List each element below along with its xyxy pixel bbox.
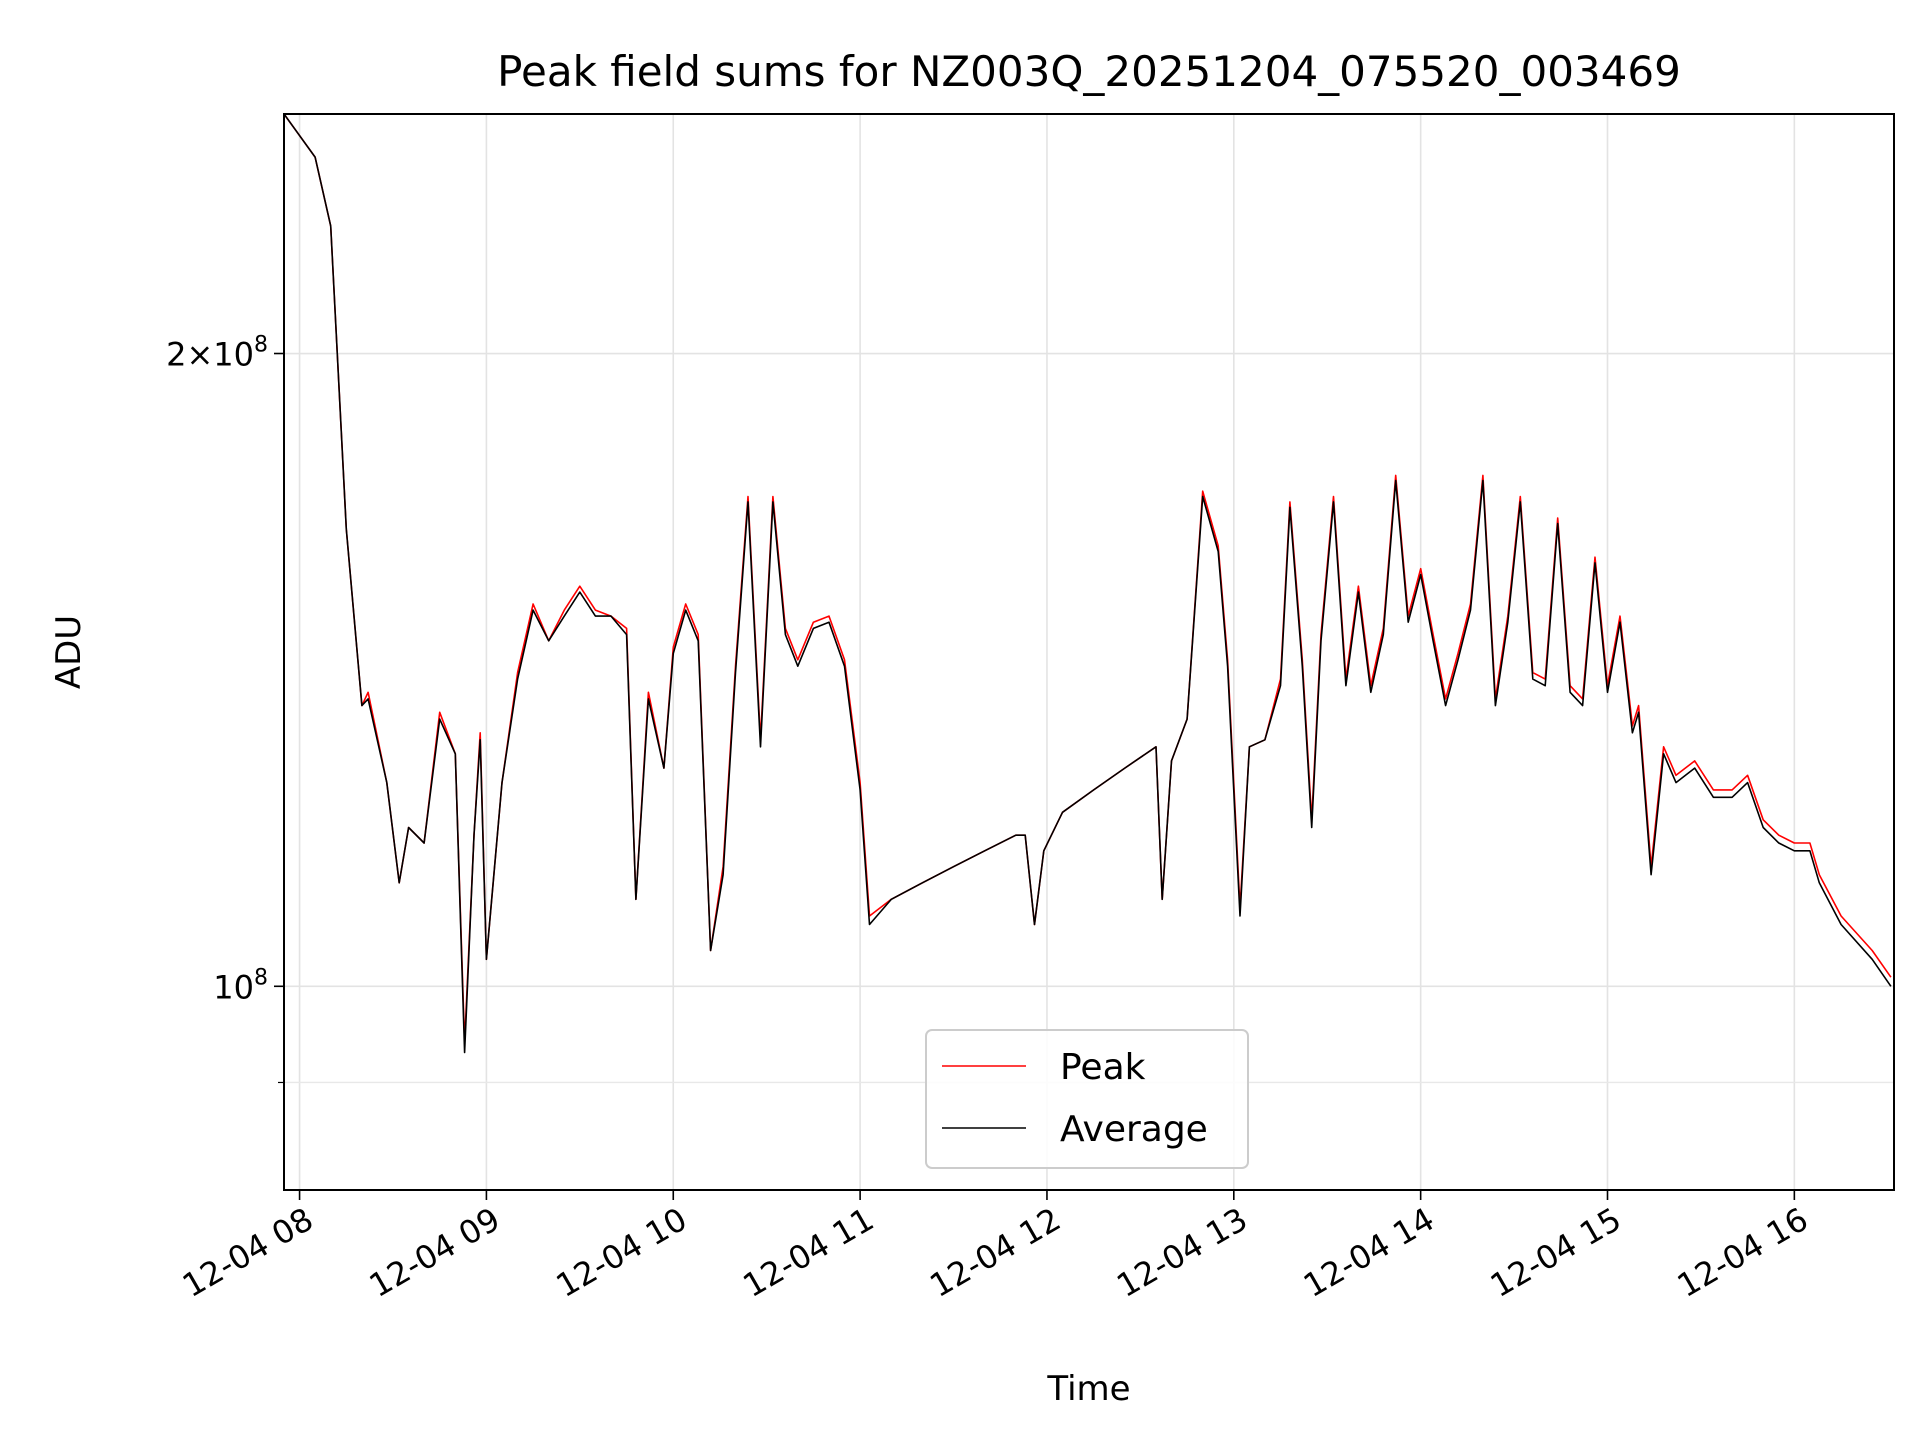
legend-label-peak: Peak bbox=[1060, 1047, 1146, 1088]
y-axis-label: ADU bbox=[49, 615, 89, 689]
plot-frame bbox=[283, 113, 1895, 1191]
legend-box bbox=[925, 1029, 1249, 1169]
y-axis: 108 2×108 bbox=[166, 333, 284, 1084]
chart-title: Peak field sums for NZ003Q_20251204_0755… bbox=[497, 47, 1681, 96]
series-average-line bbox=[283, 113, 1892, 1054]
legend-label-average: Average bbox=[1060, 1109, 1208, 1150]
legend: Peak Average bbox=[925, 1029, 1249, 1169]
series-layer bbox=[283, 113, 1892, 1054]
x-axis-label: Time bbox=[1046, 1369, 1130, 1409]
y-tick-label: 2×108 bbox=[166, 333, 268, 374]
plot-area bbox=[284, 114, 1894, 1190]
y-tick-label: 108 bbox=[213, 965, 268, 1006]
